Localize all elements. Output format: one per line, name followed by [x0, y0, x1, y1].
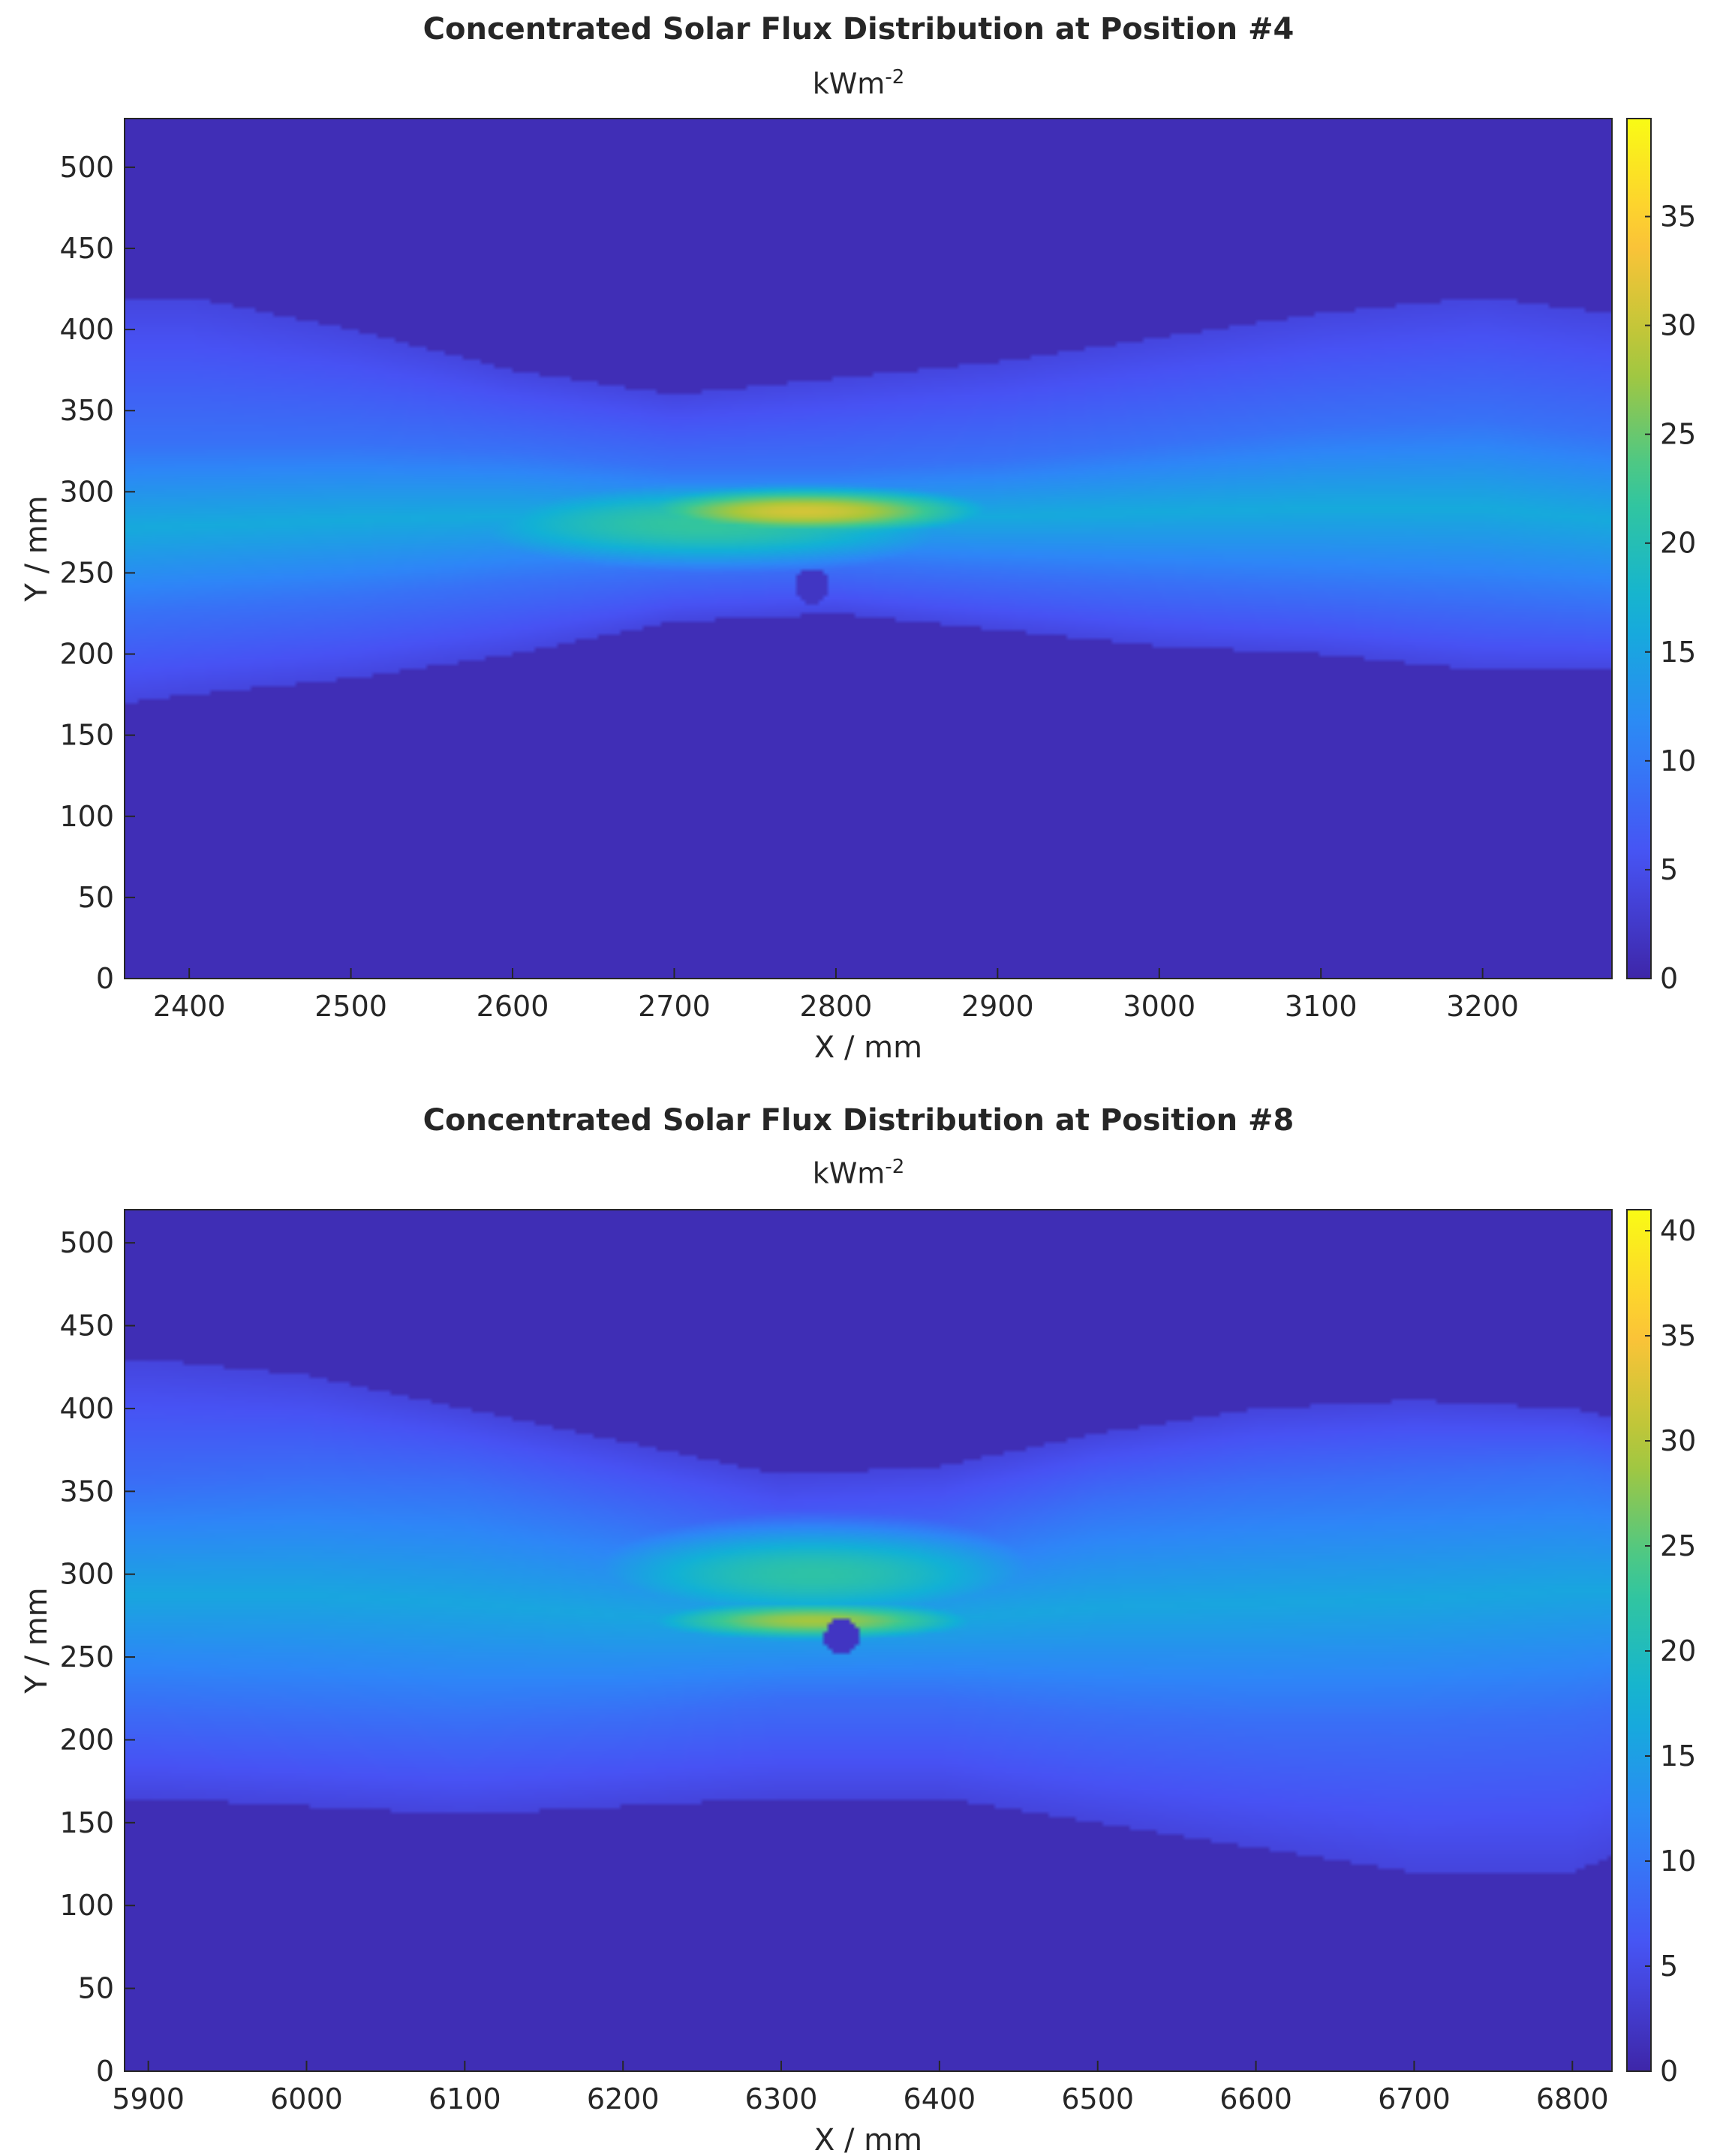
y-tick-label: 200	[59, 1723, 114, 1756]
subtitle-unit: kWm	[812, 67, 886, 101]
x-tick-label: 2600	[477, 990, 549, 1023]
colorbar-tick-label: 30	[1660, 309, 1696, 342]
y-tick-label: 450	[59, 232, 114, 265]
x-tick-label: 6200	[587, 2082, 660, 2115]
colorbar-tick-label: 10	[1660, 1845, 1696, 1878]
x-tick-label: 2700	[638, 990, 711, 1023]
colorbar	[1626, 1209, 1652, 2072]
y-tick-label: 500	[59, 151, 114, 184]
heatmap-image	[125, 1210, 1612, 2071]
colorbar-tick-label: 5	[1660, 853, 1678, 886]
x-tick-label: 2900	[961, 990, 1034, 1023]
x-tick-label: 6400	[904, 2082, 976, 2115]
y-tick-label: 300	[59, 475, 114, 508]
y-tick-label: 450	[59, 1310, 114, 1343]
heatmap-chart: X / mm Y / mm 5900 6000 6100 6200 6300 6400 65…	[20, 1209, 1696, 2156]
x-tick-label: 6800	[1536, 2082, 1609, 2115]
y-tick-label: 150	[59, 1806, 114, 1839]
x-tick-label: 3200	[1446, 990, 1519, 1023]
x-tick-label: 6100	[428, 2082, 501, 2115]
flux-panel-position-4: Concentrated Solar Flux Distribution at …	[0, 12, 1717, 1065]
plot-area-frame	[124, 118, 1613, 979]
heatmap-chart: X / mm Y / mm 2400 2500 2600 2700 2800 2900 30…	[20, 118, 1696, 1065]
y-tick-label: 500	[59, 1226, 114, 1259]
colorbar-tick-label: 10	[1660, 744, 1696, 777]
chart-title: Concentrated Solar Flux Distribution at …	[422, 1103, 1295, 1138]
y-tick-label: 400	[59, 1392, 114, 1425]
colorbar-tick-label: 0	[1660, 2055, 1678, 2088]
heatmap-image	[125, 119, 1612, 979]
x-tick-label: 3100	[1285, 990, 1358, 1023]
x-tick-label: 6500	[1061, 2082, 1134, 2115]
x-tick-label: 6000	[270, 2082, 343, 2115]
y-axis-label: Y / mm	[20, 1587, 54, 1694]
flux-panel-position-8: Concentrated Solar Flux Distribution at …	[0, 1081, 1717, 2156]
subtitle-unit: kWm	[812, 1156, 886, 1190]
y-tick-label: 350	[59, 394, 114, 427]
y-tick-label: 350	[59, 1475, 114, 1508]
y-tick-label: 50	[78, 881, 114, 914]
colorbar-tick-label: 30	[1660, 1424, 1696, 1457]
x-tick-label: 2400	[153, 990, 226, 1023]
colorbar-tick-label: 25	[1660, 418, 1696, 451]
subtitle-exponent: -2	[885, 66, 905, 89]
x-axis-label: X / mm	[814, 1030, 922, 1065]
colorbar-tick-label: 25	[1660, 1529, 1696, 1562]
x-tick-label: 2800	[800, 990, 873, 1023]
colorbar-tick-label: 15	[1660, 1740, 1696, 1773]
colorbar-tick-label: 35	[1660, 200, 1696, 233]
plot-area-frame	[124, 1209, 1613, 2072]
colorbar	[1626, 118, 1652, 979]
chart-title: Concentrated Solar Flux Distribution at …	[422, 12, 1295, 47]
y-axis-label: Y / mm	[20, 495, 54, 602]
x-axis-label: X / mm	[814, 2123, 922, 2156]
x-tick-label: 6700	[1378, 2082, 1451, 2115]
y-tick-label: 400	[59, 313, 114, 346]
x-tick-label: 3000	[1123, 990, 1195, 1023]
x-tick-label: 6600	[1219, 2082, 1292, 2115]
colorbar-tick-label: 20	[1660, 1634, 1696, 1667]
y-tick-label: 300	[59, 1558, 114, 1591]
y-tick-label: 0	[96, 2055, 114, 2088]
y-tick-label: 100	[59, 800, 114, 833]
y-tick-label: 100	[59, 1889, 114, 1922]
y-tick-label: 0	[96, 962, 114, 995]
colorbar-tick-label: 5	[1660, 1950, 1678, 1983]
colorbar-tick-label: 20	[1660, 527, 1696, 560]
subtitle-exponent: -2	[885, 1156, 905, 1178]
colorbar-tick-label: 0	[1660, 962, 1678, 995]
x-tick-label: 5900	[112, 2082, 185, 2115]
colorbar-tick-label: 35	[1660, 1319, 1696, 1352]
y-tick-label: 250	[59, 556, 114, 589]
x-tick-label: 6300	[745, 2082, 818, 2115]
colorbar-tick-label: 40	[1660, 1214, 1696, 1247]
y-tick-label: 50	[78, 1972, 114, 2005]
colorbar-tick-label: 15	[1660, 636, 1696, 669]
chart-subtitle: kWm-2	[0, 66, 1717, 101]
x-tick-label: 2500	[314, 990, 387, 1023]
y-tick-label: 250	[59, 1640, 114, 1673]
chart-subtitle: kWm-2	[0, 1156, 1717, 1190]
y-tick-label: 150	[59, 719, 114, 752]
y-tick-label: 200	[59, 638, 114, 671]
